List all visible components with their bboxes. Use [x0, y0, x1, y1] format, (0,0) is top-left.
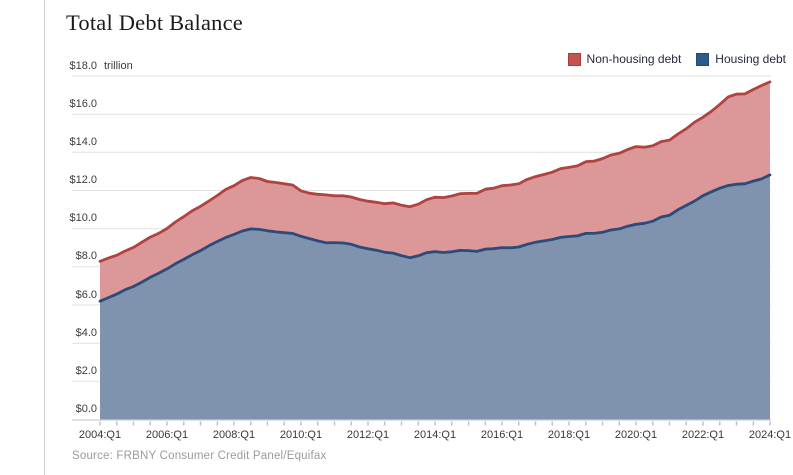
source-note: Source: FRBNY Consumer Credit Panel/Equi…: [72, 450, 327, 462]
page-left-border: [44, 0, 45, 475]
y-tick-label: $2.0: [75, 364, 97, 377]
housing-debt-swatch-icon: [696, 52, 710, 66]
y-tick-label: $8.0: [75, 250, 97, 263]
legend-item-nonhousing-debt[interactable]: Non-housing debt: [567, 52, 682, 66]
y-tick-label: $14.0: [69, 135, 97, 148]
nonhousing-debt-swatch-icon: [567, 52, 581, 66]
x-tick-label: 2018:Q1: [547, 429, 591, 441]
y-tick-label: $0.0: [75, 403, 97, 415]
x-tick-label: 2008:Q1: [212, 429, 256, 441]
x-tick-label: 2006:Q1: [145, 429, 189, 441]
y-tick-label: $10.0: [69, 212, 97, 225]
x-tick-label: 2024:Q1: [748, 429, 792, 441]
x-tick-label: 2016:Q1: [480, 429, 524, 441]
y-tick-label: $16.0: [69, 97, 97, 110]
legend: Non-housing debt Housing debt: [567, 52, 786, 66]
x-tick-label: 2020:Q1: [614, 429, 658, 441]
y-tick-label: $18.0: [69, 59, 97, 72]
y-tick-label: $4.0: [75, 326, 97, 339]
x-tick-label: 2012:Q1: [346, 429, 390, 441]
y-tick-label: $12.0: [69, 174, 97, 186]
y-tick-label: $6.0: [75, 288, 97, 301]
x-tick-label: 2022:Q1: [681, 429, 725, 441]
y-axis-unit-label: trillion: [104, 60, 133, 72]
x-tick-label: 2004:Q1: [78, 429, 122, 441]
x-tick-label: 2014:Q1: [413, 429, 457, 441]
legend-label-housing: Housing debt: [715, 52, 786, 66]
chart-title: Total Debt Balance: [66, 10, 243, 35]
x-tick-label: 2010:Q1: [279, 429, 323, 441]
legend-item-housing-debt[interactable]: Housing debt: [696, 52, 786, 66]
legend-label-nonhousing: Non-housing debt: [586, 52, 682, 66]
